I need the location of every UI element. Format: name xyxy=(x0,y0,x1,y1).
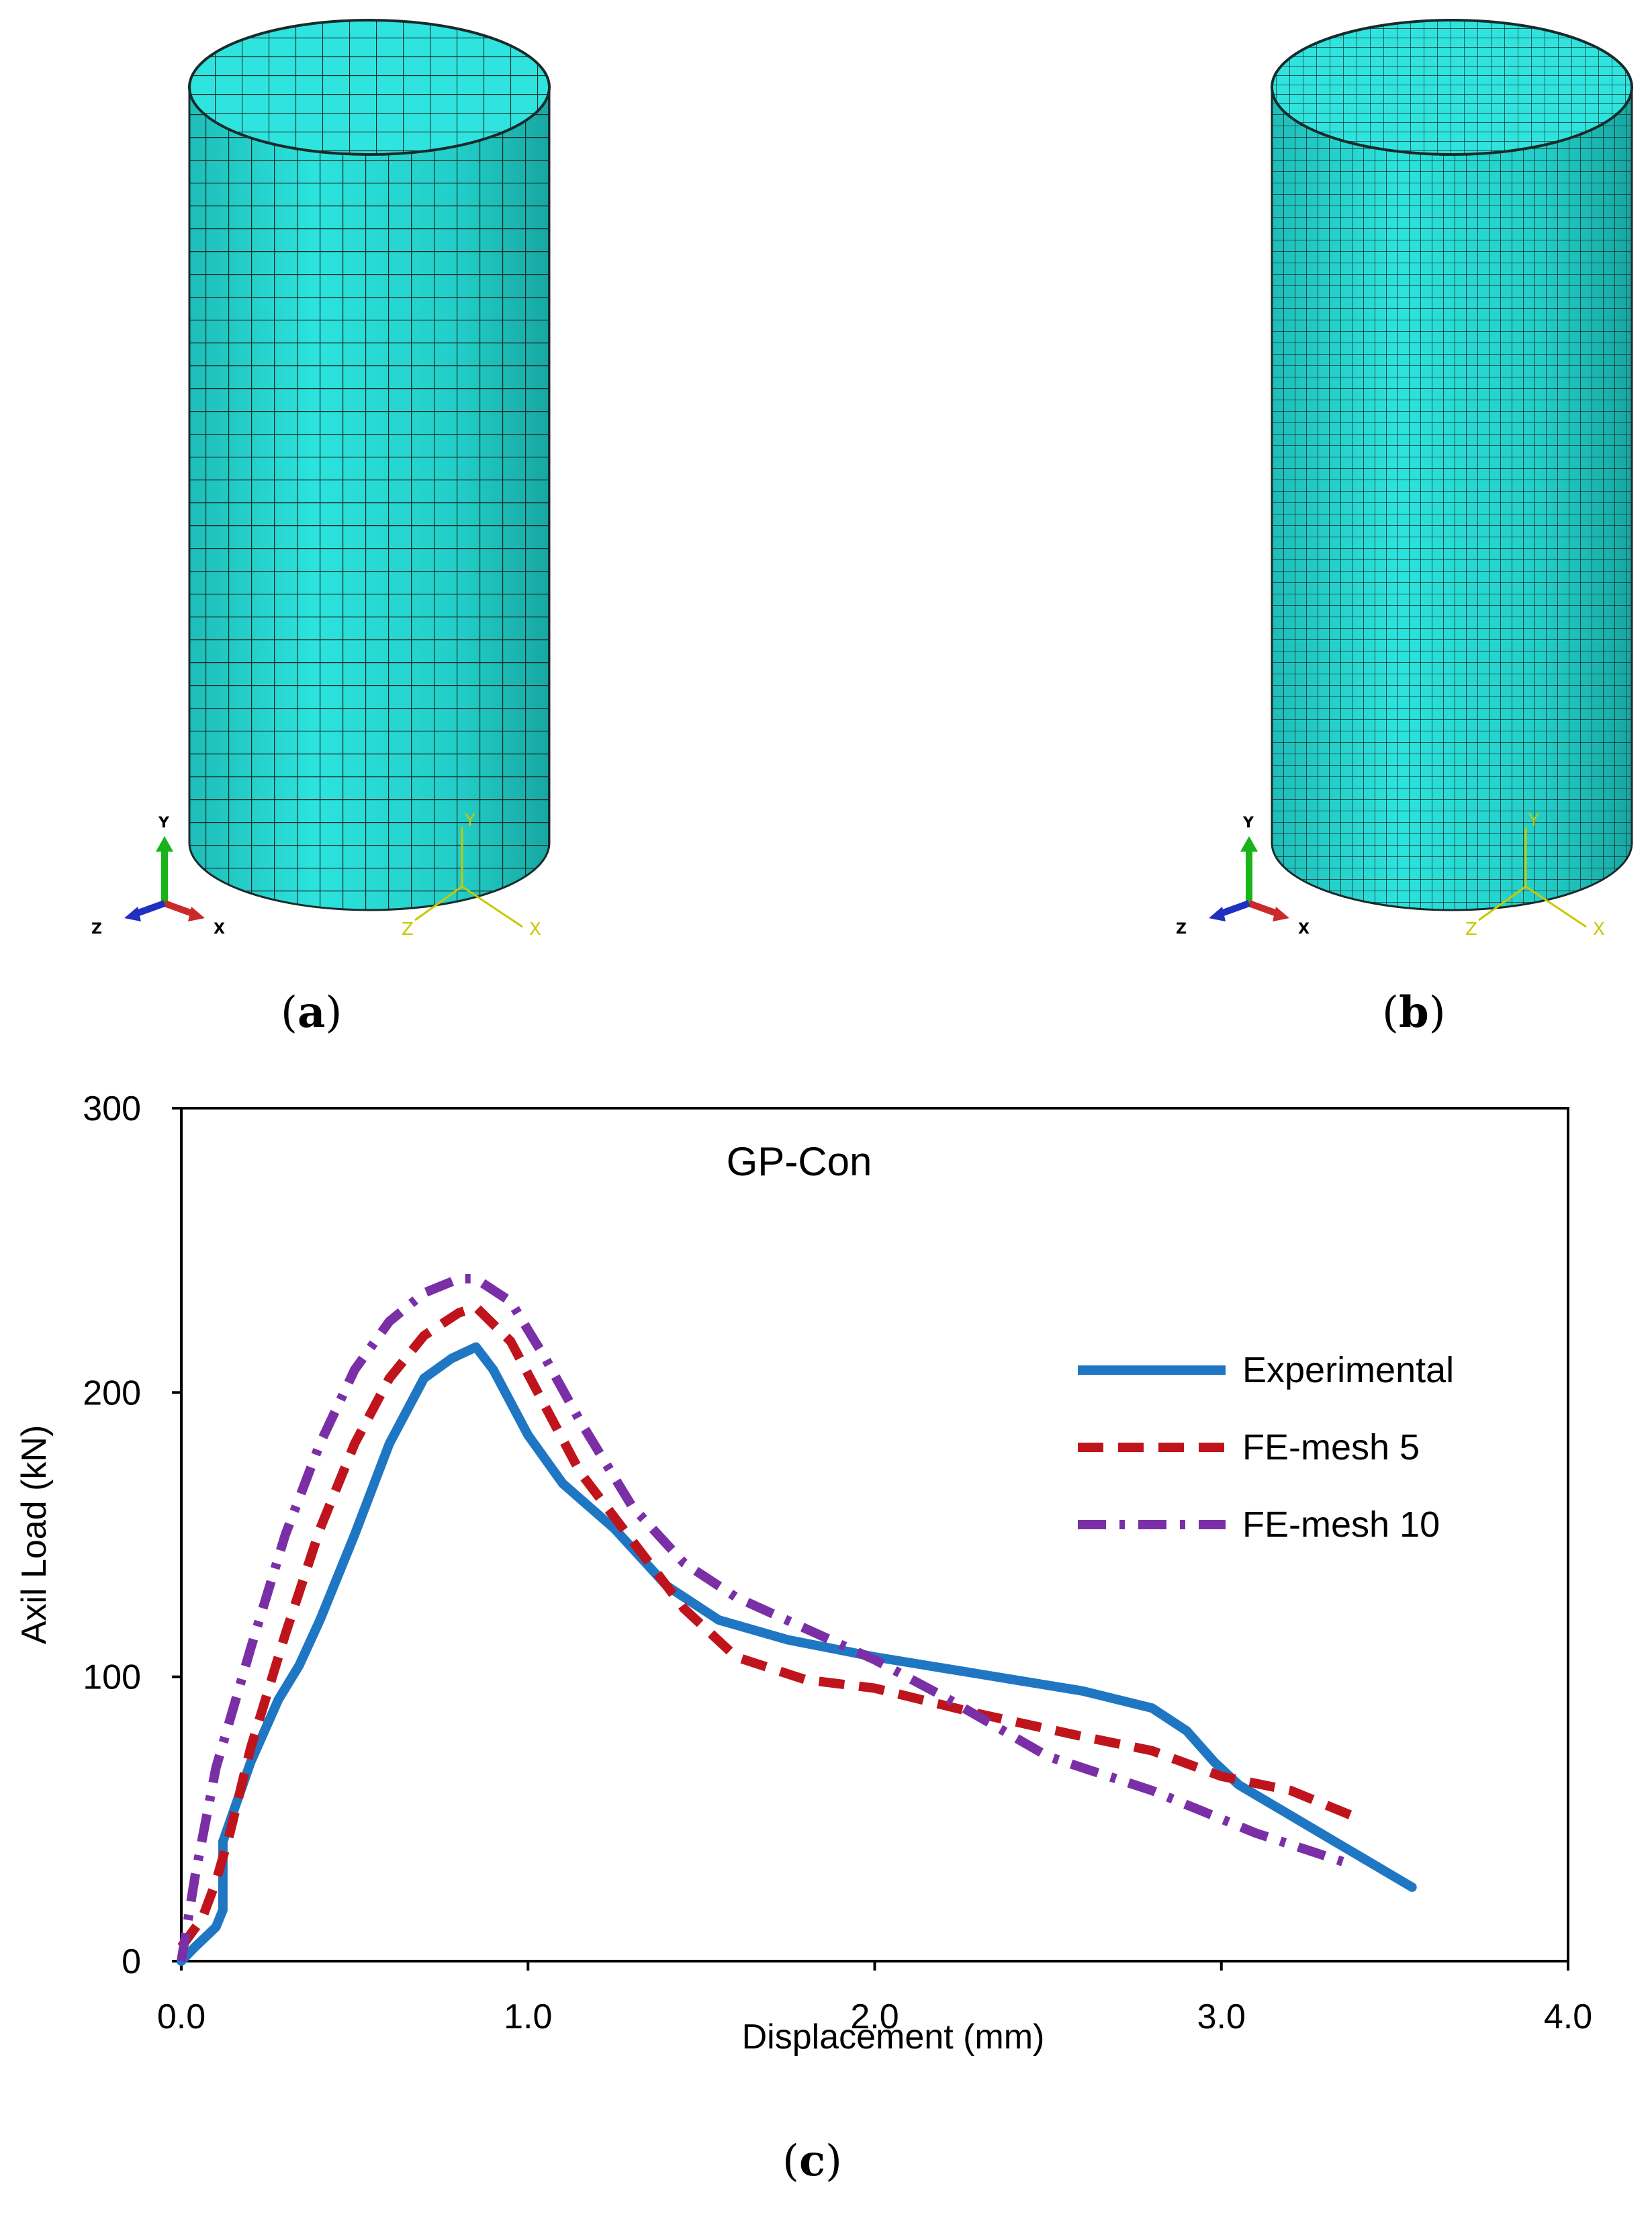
y-axis-title: Axil Load (kN) xyxy=(15,1425,54,1645)
y-axis: 0 100 200 300 xyxy=(83,1089,181,1981)
local-b-z-label: Z xyxy=(1465,919,1477,940)
axis-triad-b: Y X Z X Y Z xyxy=(1176,811,1605,940)
axis-triad-a: Y X Z X Y Z xyxy=(91,811,541,940)
cylinder-coarse-mesh xyxy=(188,19,551,911)
triad-x-label: X xyxy=(214,921,225,938)
series-line-fe-mesh-10 xyxy=(177,1274,1344,1962)
triad-y-label: Y xyxy=(158,815,170,831)
chart-title: GP-Con xyxy=(727,1139,872,1184)
y-tick-label: 300 xyxy=(83,1089,141,1128)
series-line-fe-mesh-5 xyxy=(177,1302,1362,1950)
triad-b-z-label: Z xyxy=(1176,921,1187,938)
x-tick-label: 2.0 xyxy=(850,1997,899,2036)
legend: Experimental FE-mesh 5 FE-mesh 10 xyxy=(1078,1350,1454,1545)
local-x-label: X xyxy=(529,919,541,940)
legend-label: Experimental xyxy=(1242,1350,1454,1390)
legend-label: FE-mesh 10 xyxy=(1242,1504,1440,1545)
local-b-y-label: Y xyxy=(1528,811,1539,831)
x-tick-label: 3.0 xyxy=(1197,1997,1246,2036)
x-tick-label: 4.0 xyxy=(1544,1997,1592,2036)
triad-b-y-label: Y xyxy=(1242,815,1254,831)
panel-b-label: (b) xyxy=(1382,987,1446,1038)
y-tick-label: 200 xyxy=(83,1373,141,1412)
x-tick-label: 1.0 xyxy=(504,1997,552,2036)
triad-z-label: Z xyxy=(91,921,102,938)
y-tick-label: 0 xyxy=(122,1942,141,1981)
x-axis-title: Displacement (mm) xyxy=(742,2018,1045,2057)
local-b-x-label: X xyxy=(1593,919,1605,940)
cylinder-fine-mesh xyxy=(1271,19,1633,911)
legend-label: FE-mesh 5 xyxy=(1242,1427,1420,1467)
y-tick-label: 100 xyxy=(83,1658,141,1697)
local-y-label: Y xyxy=(464,811,475,831)
series-line-experimental xyxy=(177,1342,1417,1966)
series-layer xyxy=(177,1274,1417,1966)
panel-c-label: (c) xyxy=(782,2136,842,2186)
local-z-label: Z xyxy=(402,919,414,940)
triad-b-x-label: X xyxy=(1298,921,1310,938)
x-tick-label: 0.0 xyxy=(157,1997,205,2036)
load-displacement-chart: GP-Con 0 100 200 300 0.0 1.0 2.0 3.0 4.0 Axil L… xyxy=(15,1089,1592,2057)
panel-a-label: (a) xyxy=(281,987,342,1038)
x-axis: 0.0 1.0 2.0 3.0 4.0 xyxy=(157,1961,1592,2036)
